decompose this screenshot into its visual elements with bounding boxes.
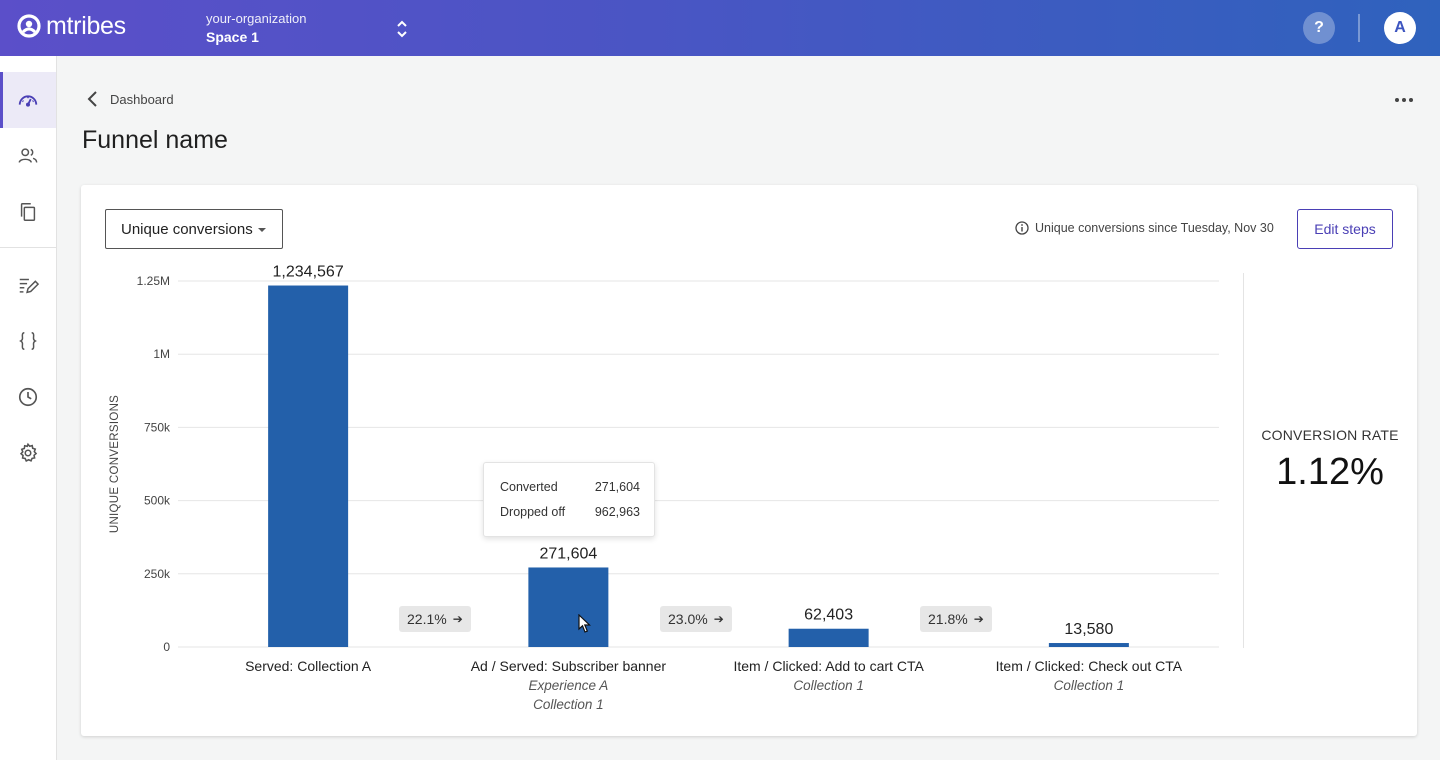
breadcrumb-dashboard-link[interactable]: Dashboard — [110, 91, 174, 107]
x-category-label: Item / Clicked: Check out CTA — [996, 658, 1183, 674]
x-category-label: Ad / Served: Subscriber banner — [471, 658, 667, 674]
sidebar-item-experiences[interactable] — [0, 257, 56, 313]
sidebar-item-code[interactable] — [0, 313, 56, 369]
info-note: Unique conversions since Tuesday, Nov 30 — [1015, 221, 1274, 235]
caret-down-icon — [258, 228, 266, 232]
copy-icon — [20, 203, 36, 221]
sidebar-divider — [0, 247, 56, 248]
top-bar: mtribes your-organization Space 1 ? A — [0, 0, 1440, 56]
tooltip-converted-value: 271,604 — [594, 480, 640, 494]
arrow-right-icon: ➔ — [973, 612, 984, 626]
conversion-rate-value: 1.12% — [1276, 451, 1384, 493]
topbar-divider — [1358, 14, 1360, 42]
bar-tooltip: Converted 271,604 Dropped off 962,963 — [483, 462, 655, 537]
bar-value-label: 13,580 — [1064, 621, 1113, 638]
metric-select-value: Unique conversions — [121, 220, 253, 238]
y-tick-label: 750k — [144, 420, 171, 434]
step-rate-value: 23.0% — [668, 611, 708, 627]
users-icon — [18, 148, 38, 163]
chevron-left-icon — [87, 91, 97, 107]
edit-list-icon — [19, 278, 39, 294]
mtribes-logo-icon — [17, 13, 41, 38]
organization-name: your-organization — [206, 11, 307, 26]
tooltip-dropped-value: 962,963 — [594, 505, 640, 519]
y-tick-label: 1M — [153, 347, 170, 361]
x-category-sublabel: Collection 1 — [1054, 678, 1125, 693]
funnel-bar — [268, 285, 349, 647]
breadcrumb[interactable]: Dashboard — [86, 90, 174, 108]
funnel-bar — [1048, 643, 1129, 647]
funnel-chart: 0 250k 500k 750k 1M 1.25M UNIQUE CONVERSIONS 1,… — [109, 264, 1219, 712]
rate-divider — [1243, 273, 1244, 648]
organization-switcher[interactable]: your-organization Space 1 — [206, 11, 306, 45]
tooltip-converted-label: Converted — [500, 480, 558, 494]
user-avatar[interactable]: A — [1384, 12, 1416, 44]
y-tick-label: 1.25M — [137, 274, 170, 288]
conversion-rate-label: CONVERSION RATE — [1261, 427, 1399, 443]
gear-icon — [19, 442, 38, 463]
bar-value-label: 62,403 — [804, 607, 853, 624]
x-category-sublabel: Collection 1 — [793, 678, 864, 693]
more-options-icon[interactable] — [1392, 92, 1416, 108]
mouse-cursor-icon — [578, 614, 591, 633]
clock-icon — [18, 387, 38, 407]
funnel-card: Unique conversions Unique conversions si… — [81, 185, 1417, 736]
step-rate-badge: 22.1% ➔ — [399, 606, 471, 632]
metric-select[interactable]: Unique conversions — [105, 209, 283, 249]
y-tick-label: 250k — [144, 567, 171, 581]
bar-value-label: 1,234,567 — [273, 264, 344, 281]
arrow-right-icon: ➔ — [713, 612, 724, 626]
x-category-sublabel: Collection 1 — [533, 697, 604, 712]
info-note-text: Unique conversions since Tuesday, Nov 30 — [1035, 221, 1274, 235]
x-category-label: Served: Collection A — [245, 658, 372, 674]
edit-steps-button[interactable]: Edit steps — [1297, 209, 1393, 249]
step-rate-badge: 21.8% ➔ — [920, 606, 992, 632]
y-tick-label: 500k — [144, 494, 171, 508]
step-rate-badge: 23.0% ➔ — [660, 606, 732, 632]
sidebar — [0, 56, 57, 760]
space-name: Space 1 — [206, 29, 259, 45]
sidebar-item-collections[interactable] — [0, 184, 56, 240]
y-axis-label: UNIQUE CONVERSIONS — [109, 395, 121, 533]
step-rate-value: 22.1% — [407, 611, 447, 627]
sidebar-item-users[interactable] — [0, 128, 56, 184]
help-button[interactable]: ? — [1303, 12, 1335, 44]
tooltip-converted-row: Converted 271,604 — [500, 480, 640, 494]
dashboard-gauge-icon — [18, 95, 38, 107]
code-braces-icon — [19, 332, 37, 350]
page-title: Funnel name — [82, 126, 228, 154]
y-tick-label: 0 — [163, 640, 170, 654]
sidebar-item-settings[interactable] — [0, 425, 56, 481]
funnel-bar — [788, 628, 869, 647]
unfold-icon[interactable] — [394, 18, 410, 40]
info-icon — [1015, 221, 1029, 235]
sidebar-item-dashboard[interactable] — [0, 72, 56, 128]
x-category-label: Item / Clicked: Add to cart CTA — [733, 658, 924, 674]
tooltip-dropped-row: Dropped off 962,963 — [500, 505, 640, 519]
logo-text: mtribes — [46, 12, 126, 40]
sidebar-item-history[interactable] — [0, 369, 56, 425]
mtribes-logo[interactable]: mtribes — [16, 12, 126, 41]
arrow-right-icon: ➔ — [452, 612, 463, 626]
x-category-sublabel: Experience A — [528, 678, 608, 693]
step-rate-value: 21.8% — [928, 611, 968, 627]
funnel-bar — [528, 567, 609, 647]
bar-value-label: 271,604 — [539, 545, 597, 562]
tooltip-dropped-label: Dropped off — [500, 505, 566, 519]
